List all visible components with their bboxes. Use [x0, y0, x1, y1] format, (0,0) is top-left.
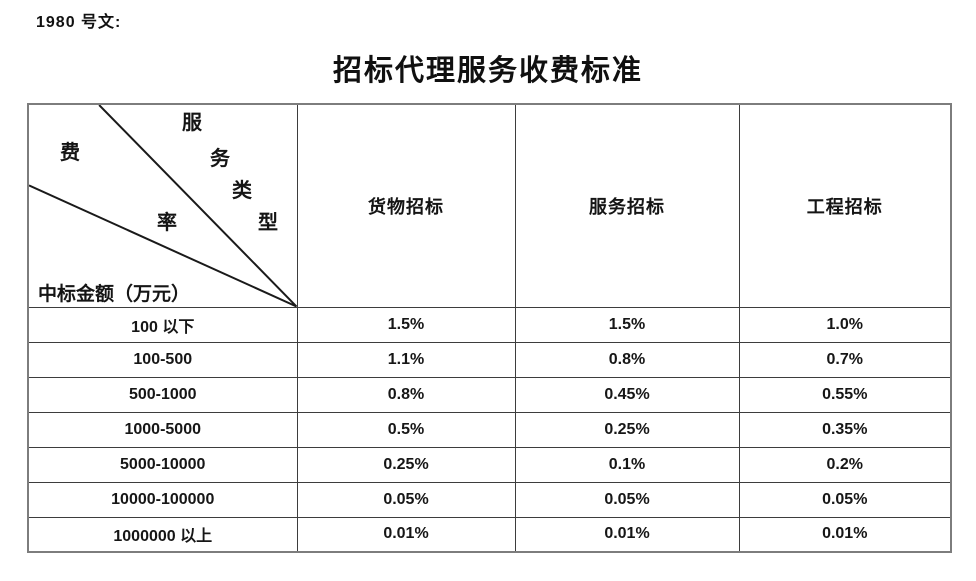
table-row: 100 以下 1.5% 1.5% 1.0% [27, 306, 952, 343]
rate-cell: 0.35% [738, 411, 952, 448]
amount-range-cell: 1000-5000 [27, 411, 298, 448]
corner-label-service-type-char: 服 [182, 112, 202, 134]
row-axis-label: 中标金额（万元） [38, 284, 191, 305]
corner-header-cell: 服 务 类 型 费 率 中标金额（万元） [27, 103, 298, 308]
rate-cell: 0.25% [514, 411, 740, 448]
column-header-services: 服务招标 [514, 103, 740, 308]
table-row: 500-1000 0.8% 0.45% 0.55% [27, 376, 952, 413]
table-row: 100-500 1.1% 0.8% 0.7% [27, 341, 952, 378]
rate-cell: 1.1% [296, 341, 516, 378]
rate-cell: 1.0% [738, 306, 952, 343]
column-header-engineering: 工程招标 [738, 103, 952, 308]
doc-number-label: 1980 号文: [36, 14, 122, 31]
amount-range-cell: 5000-10000 [27, 446, 298, 483]
rate-cell: 0.8% [296, 376, 516, 413]
column-header-goods: 货物招标 [296, 103, 516, 308]
amount-range-cell: 10000-100000 [27, 481, 298, 518]
corner-label-service-type-char: 类 [232, 180, 252, 202]
amount-range-cell: 100 以下 [27, 306, 298, 343]
amount-range-cell: 1000000 以上 [27, 516, 298, 553]
rate-cell: 0.05% [738, 481, 952, 518]
rate-cell: 0.01% [296, 516, 516, 553]
diagonal-split-lines-icon [29, 105, 297, 307]
rate-cell: 0.2% [738, 446, 952, 483]
corner-label-rate-char: 费 [60, 142, 80, 164]
table-row: 1000-5000 0.5% 0.25% 0.35% [27, 411, 952, 448]
table-header-row: 服 务 类 型 费 率 中标金额（万元） 货物招标 服务招标 工程招标 [27, 103, 952, 308]
table-row: 1000000 以上 0.01% 0.01% 0.01% [27, 516, 952, 553]
corner-label-service-type-char: 型 [258, 212, 278, 234]
rate-cell: 0.05% [514, 481, 740, 518]
page-title: 招标代理服务收费标准 [332, 55, 643, 87]
amount-range-cell: 100-500 [27, 341, 298, 378]
rate-cell: 0.7% [738, 341, 952, 378]
amount-range-cell: 500-1000 [27, 376, 298, 413]
rate-cell: 0.05% [296, 481, 516, 518]
rate-cell: 0.45% [514, 376, 740, 413]
rate-cell: 1.5% [514, 306, 740, 343]
corner-label-rate-char: 率 [157, 212, 177, 234]
rate-cell: 1.5% [296, 306, 516, 343]
rate-cell: 0.01% [514, 516, 740, 553]
table-row: 10000-100000 0.05% 0.05% 0.05% [27, 481, 952, 518]
rate-cell: 0.01% [738, 516, 952, 553]
rate-cell: 0.55% [738, 376, 952, 413]
rate-cell: 0.8% [514, 341, 740, 378]
fee-table: 服 务 类 型 费 率 中标金额（万元） 货物招标 服务招标 工程招标 100 … [27, 103, 952, 553]
rate-cell: 0.5% [296, 411, 516, 448]
rate-cell: 0.1% [514, 446, 740, 483]
corner-label-service-type-char: 务 [210, 148, 230, 170]
table-row: 5000-10000 0.25% 0.1% 0.2% [27, 446, 952, 483]
rate-cell: 0.25% [296, 446, 516, 483]
